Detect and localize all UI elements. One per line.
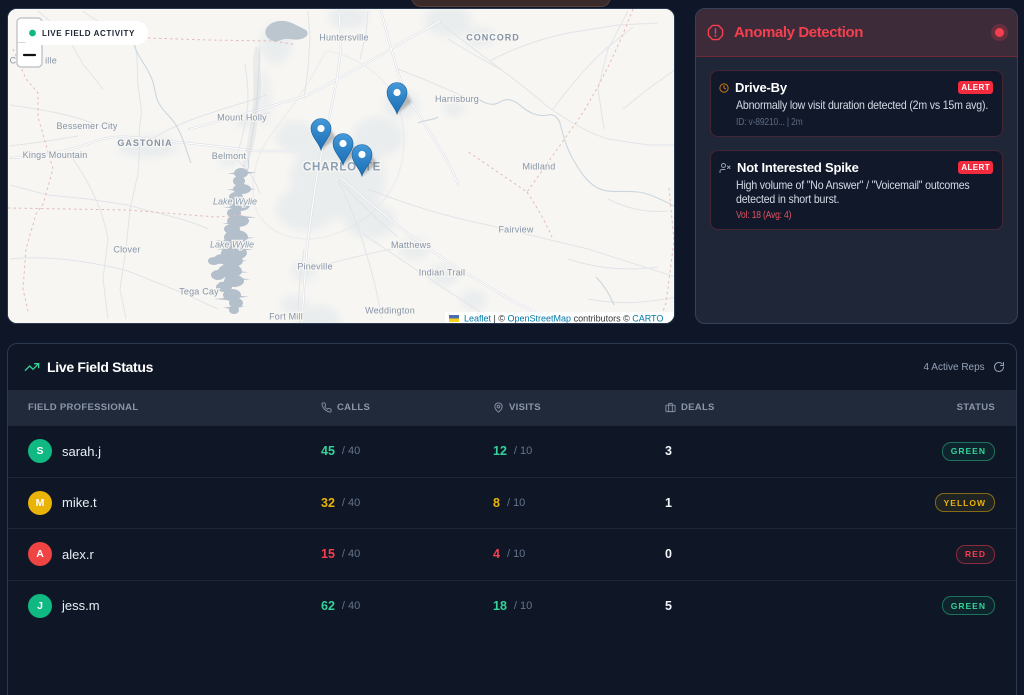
svg-text:CONCORD: CONCORD bbox=[466, 33, 520, 43]
svg-text:C: C bbox=[10, 56, 17, 66]
svg-text:Lake Wylie: Lake Wylie bbox=[210, 240, 254, 250]
svg-text:Midland: Midland bbox=[523, 162, 556, 172]
svg-text:Bessemer City: Bessemer City bbox=[56, 121, 117, 131]
svg-text:Huntersville: Huntersville bbox=[319, 33, 368, 43]
svg-text:Lake Wylie: Lake Wylie bbox=[213, 197, 257, 207]
svg-text:LIVE FIELD ACTIVITY: LIVE FIELD ACTIVITY bbox=[42, 29, 135, 38]
svg-text:Matthews: Matthews bbox=[391, 240, 431, 250]
svg-text:Fort Mill: Fort Mill bbox=[269, 312, 303, 322]
svg-text:Clover: Clover bbox=[113, 245, 140, 255]
svg-text:ille: ille bbox=[45, 56, 57, 66]
svg-text:Indian Trail: Indian Trail bbox=[419, 268, 465, 278]
svg-text:Mount Holly: Mount Holly bbox=[217, 113, 267, 123]
svg-text:Leaflet | © OpenStreetMap cont: Leaflet | © OpenStreetMap contributors ©… bbox=[464, 314, 663, 324]
svg-text:GASTONIA: GASTONIA bbox=[117, 138, 172, 148]
svg-text:Weddington: Weddington bbox=[365, 306, 415, 316]
svg-text:Kings Mountain: Kings Mountain bbox=[23, 150, 88, 160]
svg-text:Fairview: Fairview bbox=[498, 225, 533, 235]
svg-text:Tega Cay: Tega Cay bbox=[179, 287, 219, 297]
svg-text:Harrisburg: Harrisburg bbox=[435, 94, 479, 104]
svg-text:Belmont: Belmont bbox=[212, 151, 247, 161]
svg-text:Pineville: Pineville bbox=[297, 262, 332, 272]
